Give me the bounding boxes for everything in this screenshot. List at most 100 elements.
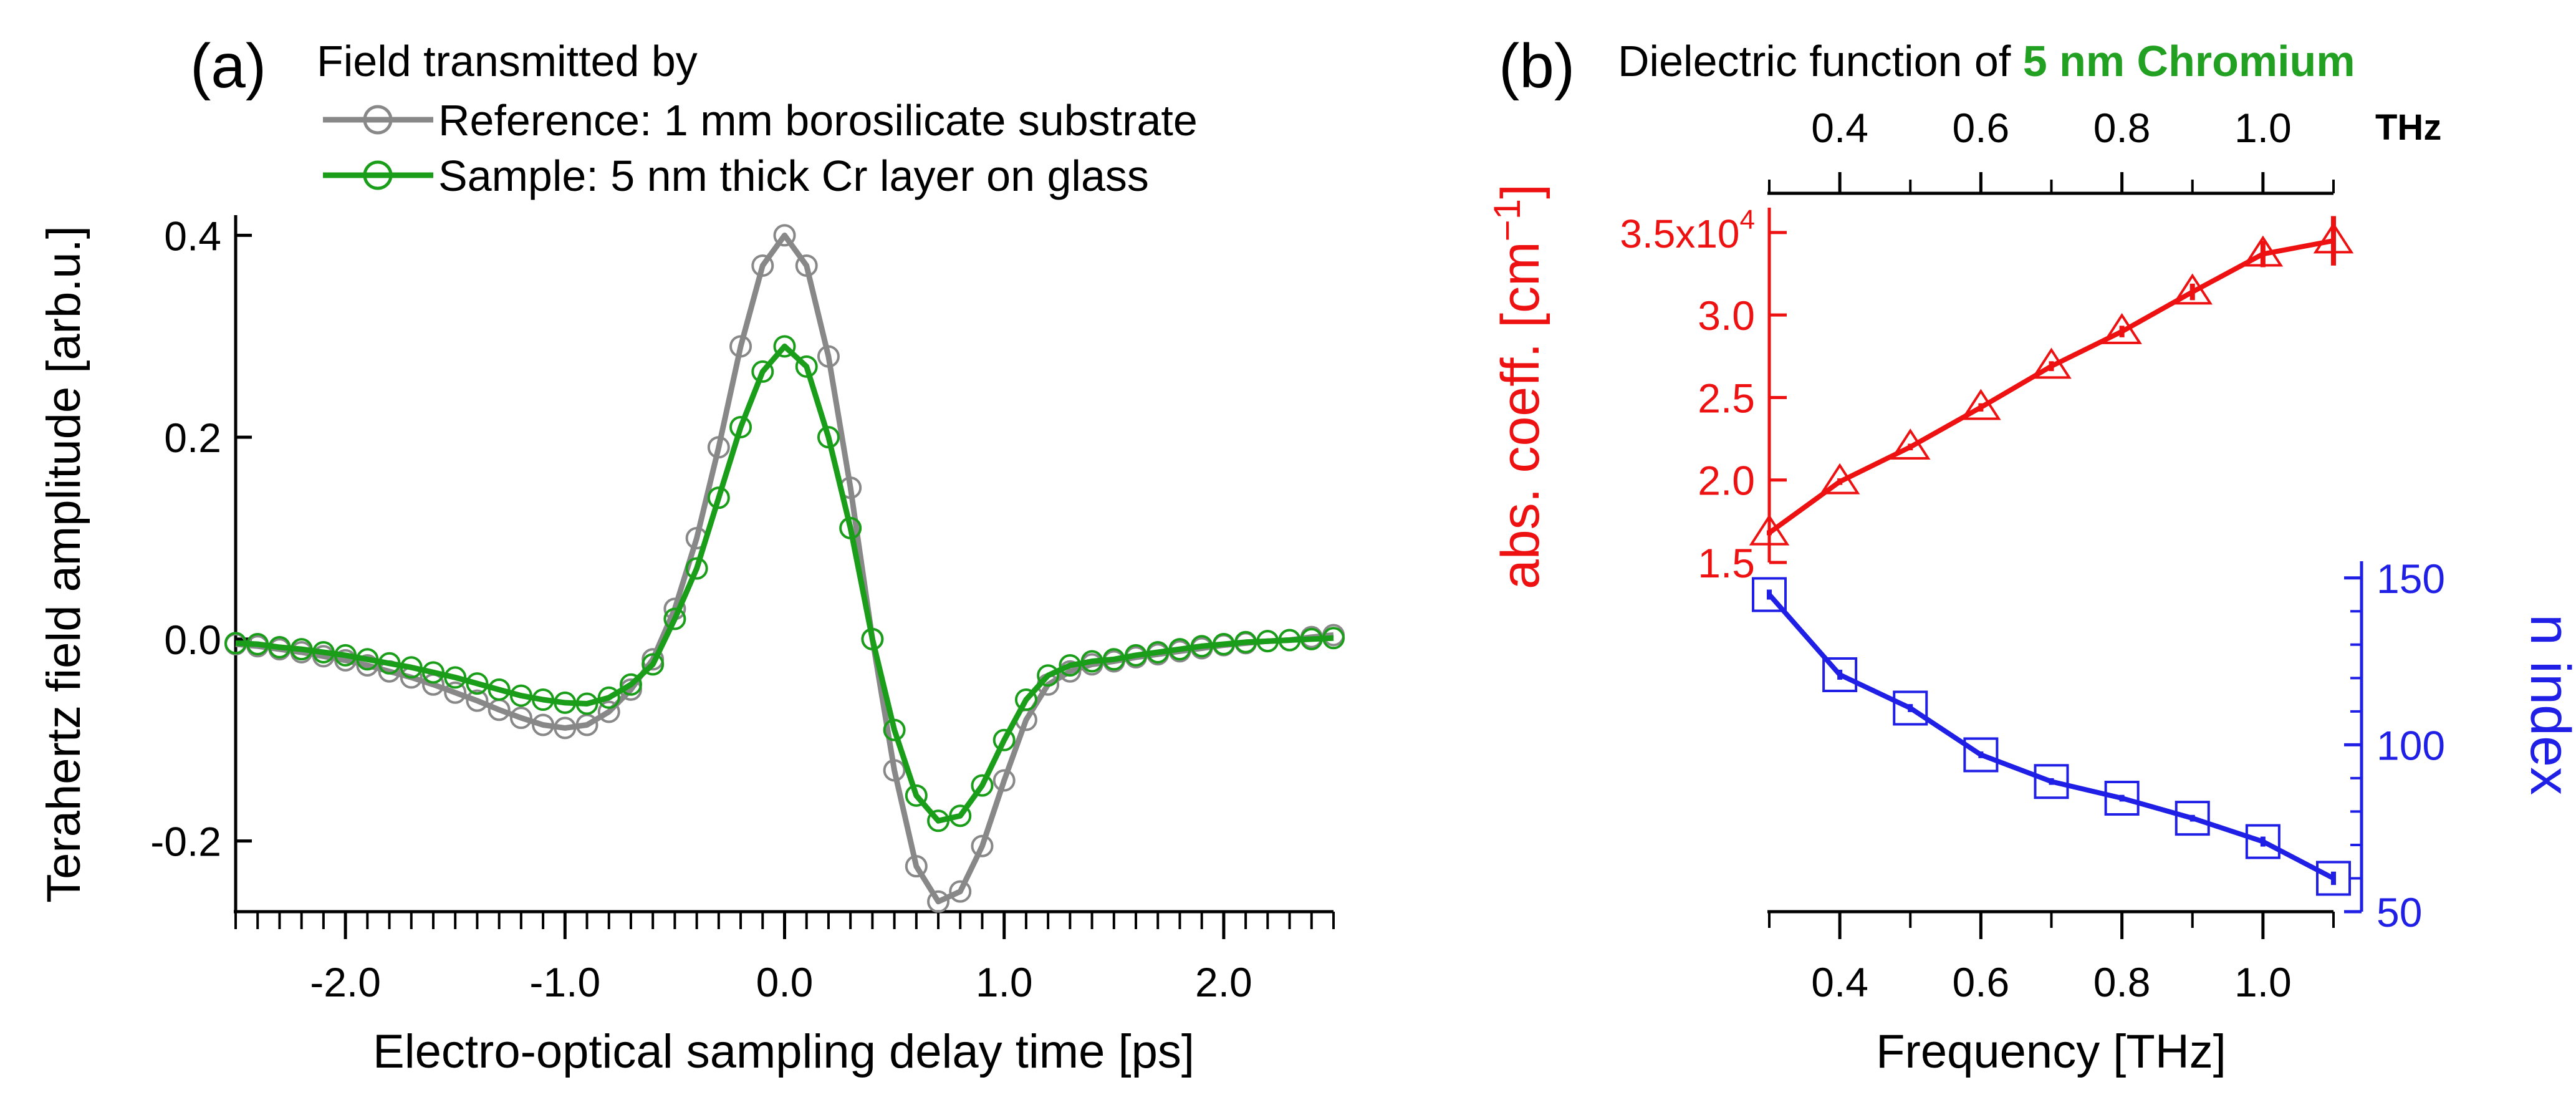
data-point-reference [554, 716, 577, 740]
x-tick-label-b: 1.0 [2234, 959, 2292, 1005]
data-point-reference [751, 254, 774, 277]
data-point-reference [466, 689, 489, 712]
abs-coeff-tick-label: 3.5x104 [1620, 205, 1755, 256]
data-point-sample [1014, 688, 1037, 712]
data-point-sample [1322, 627, 1345, 650]
data-point-sample [575, 692, 598, 715]
data-point-sample [444, 666, 467, 689]
data-point-reference [992, 769, 1016, 792]
series-a [224, 224, 1345, 913]
data-point-reference [905, 855, 928, 878]
panel-b-title-highlight: 5 nm Chromium [2023, 37, 2355, 85]
data-point-n-index [2175, 801, 2210, 836]
data-point-abs-coeff [1749, 514, 1790, 546]
data-point-reference [597, 700, 620, 723]
series-line-sample [235, 343, 1334, 824]
legend: Reference: 1 mm borosilicate substrate S… [323, 96, 1198, 200]
x-tick-label-a: -2.0 [310, 959, 381, 1005]
abs-coeff-tick-label: 3.0 [1698, 292, 1755, 339]
data-point-sample [1146, 640, 1170, 663]
data-point-sample [949, 804, 972, 827]
top-tick-label-b: 0.4 [1811, 105, 1868, 151]
data-point-sample [246, 633, 269, 656]
data-point-sample [773, 335, 796, 358]
data-point-n-index [1893, 690, 1928, 726]
n-index-tick-label: 150 [2377, 556, 2445, 602]
data-point-sample [509, 684, 532, 707]
n-index-tick-label: 50 [2377, 889, 2422, 935]
x-tick-label-a: 1.0 [976, 959, 1033, 1005]
x-axis-label-a: Electro-optical sampling delay time [ps] [373, 1025, 1194, 1078]
y-tick-label-a: 0.0 [164, 617, 221, 663]
data-point-sample [619, 673, 642, 696]
data-point-n-index [1822, 657, 1858, 692]
abs-coeff-axis-label: abs. coeff. [cm−1] [1486, 184, 1550, 589]
data-point-sample [1300, 627, 1323, 650]
x-tick-label-b: 0.8 [2093, 959, 2151, 1005]
data-point-n-index [2316, 861, 2351, 896]
data-point-abs-coeff [1819, 463, 1860, 495]
top-axis-unit: THz [2375, 107, 2441, 148]
data-point-sample [400, 656, 423, 679]
data-point-sample [663, 607, 686, 630]
abs-coeff-ticks: 1.5 2.0 2.5 3.0 3.5x104 [1620, 205, 1787, 586]
data-point-n-index [2245, 824, 2280, 859]
data-point-sample [1168, 638, 1191, 661]
data-point-abs-coeff [2102, 312, 2142, 344]
data-point-sample [312, 640, 335, 663]
y-tick-label-a: -0.2 [150, 819, 221, 865]
data-point-sample [597, 686, 620, 709]
abs-coeff-tick-label: 1.5 [1698, 540, 1755, 586]
x-ticks-b: 0.4 0.4 0.6 0.6 0.8 0.8 1.0 1.0 [1768, 105, 2335, 1005]
data-point-sample [729, 415, 752, 438]
data-point-reference [883, 759, 906, 782]
data-point-sample [1125, 644, 1148, 667]
data-point-sample [707, 486, 730, 509]
data-point-reference [927, 890, 950, 913]
data-point-sample [861, 627, 884, 650]
data-point-sample [1190, 635, 1213, 658]
series-line-n-index [1767, 592, 2335, 881]
data-point-n-index [2104, 781, 2140, 816]
data-point-sample [421, 661, 445, 684]
data-point-reference [729, 335, 752, 358]
panel-b: (b) Dielectric function of 5 nm Chromium… [1486, 31, 2576, 1078]
data-point-sample [905, 784, 928, 807]
top-tick-label-b: 1.0 [2234, 105, 2292, 151]
data-point-sample [1059, 654, 1082, 677]
panel-a-tag: (a) [190, 31, 266, 101]
data-point-sample [883, 718, 906, 741]
data-point-sample [751, 360, 774, 383]
y-tick-label-a: 0.4 [164, 213, 221, 259]
data-point-sample [795, 355, 818, 378]
n-index-ticks: 50 100 150 [2344, 556, 2445, 935]
x-axis-label-b: Frequency [THz] [1876, 1025, 2226, 1078]
data-point-reference [356, 654, 379, 677]
data-point-sample [224, 632, 247, 655]
data-point-sample [268, 635, 291, 659]
abs-coeff-label-sup: −1 [1486, 199, 1528, 241]
data-point-reference [773, 224, 796, 247]
data-point-reference [707, 436, 730, 459]
abs-coeff-tick-label: 2.5 [1698, 375, 1755, 421]
y-tick-label-a: 0.2 [164, 415, 221, 461]
x-tick-label-a: -1.0 [529, 959, 600, 1005]
top-tick-label-b: 0.6 [1953, 105, 2010, 151]
x-ticks-a: -2.0 -1.0 0.0 1.0 2.0 [234, 912, 1335, 1005]
data-point-sample [554, 691, 577, 714]
data-point-sample [839, 516, 862, 539]
data-point-sample [290, 638, 313, 661]
legend-item-sample: Sample: 5 nm thick Cr layer on glass [323, 152, 1149, 200]
data-point-sample [1080, 650, 1103, 673]
data-point-reference [532, 713, 555, 736]
data-point-sample [1212, 633, 1235, 656]
data-point-abs-coeff [1961, 388, 2001, 420]
abs-coeff-tick-base: 3.5x10 [1620, 211, 1739, 256]
data-point-abs-coeff [2031, 347, 2072, 379]
data-point-reference [949, 880, 972, 903]
x-tick-label-a: 0.0 [756, 959, 814, 1005]
data-point-sample [1102, 648, 1125, 671]
abs-coeff-label-main: abs. coeff. [cm [1491, 241, 1550, 589]
